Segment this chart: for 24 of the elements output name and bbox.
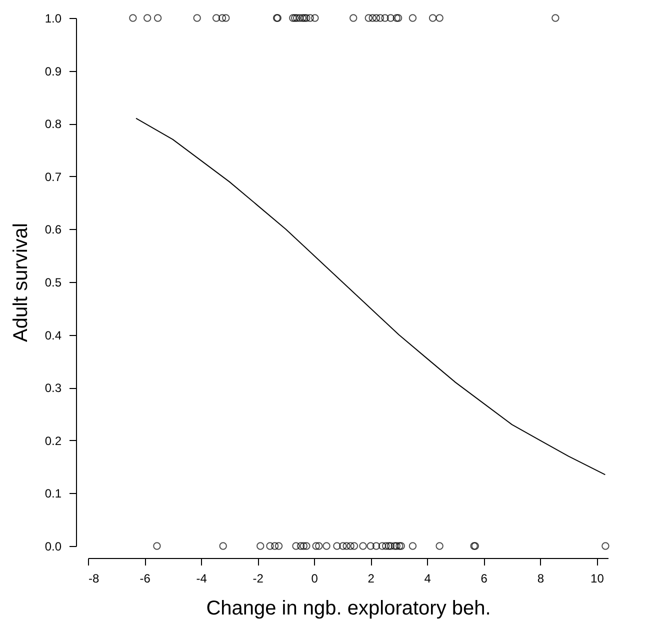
x-tick-label: -8	[88, 572, 100, 586]
x-tick-label: 2	[368, 572, 375, 586]
y-tick-label: 0.1	[44, 486, 62, 501]
x-axis-title: Change in ngb. exploratory beh.	[206, 598, 491, 620]
y-tick-label: 0.9	[44, 64, 62, 78]
x-tick-label: -6	[140, 572, 151, 586]
x-tick-label: -2	[252, 572, 264, 586]
y-axis-title: Adult survival	[10, 223, 32, 342]
y-tick-label: 0.4	[44, 328, 62, 342]
x-tick-label: 0	[311, 572, 318, 586]
y-tick-label: 0.8	[44, 117, 62, 132]
line-series	[136, 118, 606, 476]
x-tick-label: -4	[196, 572, 208, 586]
x-tick-label: 8	[537, 572, 544, 586]
x-tick-label: 10	[590, 572, 604, 586]
y-tick-label: 0.7	[44, 170, 62, 184]
x-tick-label: 6	[480, 572, 488, 586]
y-tick-label: 1.0	[44, 12, 62, 26]
y-tick-label: 0.6	[44, 222, 62, 237]
y-tick-label: 0.0	[44, 540, 62, 554]
x-tick-label: 4	[424, 572, 432, 586]
y-tick-label: 0.2	[44, 434, 62, 448]
y-tick-label: 0.3	[44, 381, 62, 396]
y-tick-label: 0.5	[44, 276, 62, 290]
